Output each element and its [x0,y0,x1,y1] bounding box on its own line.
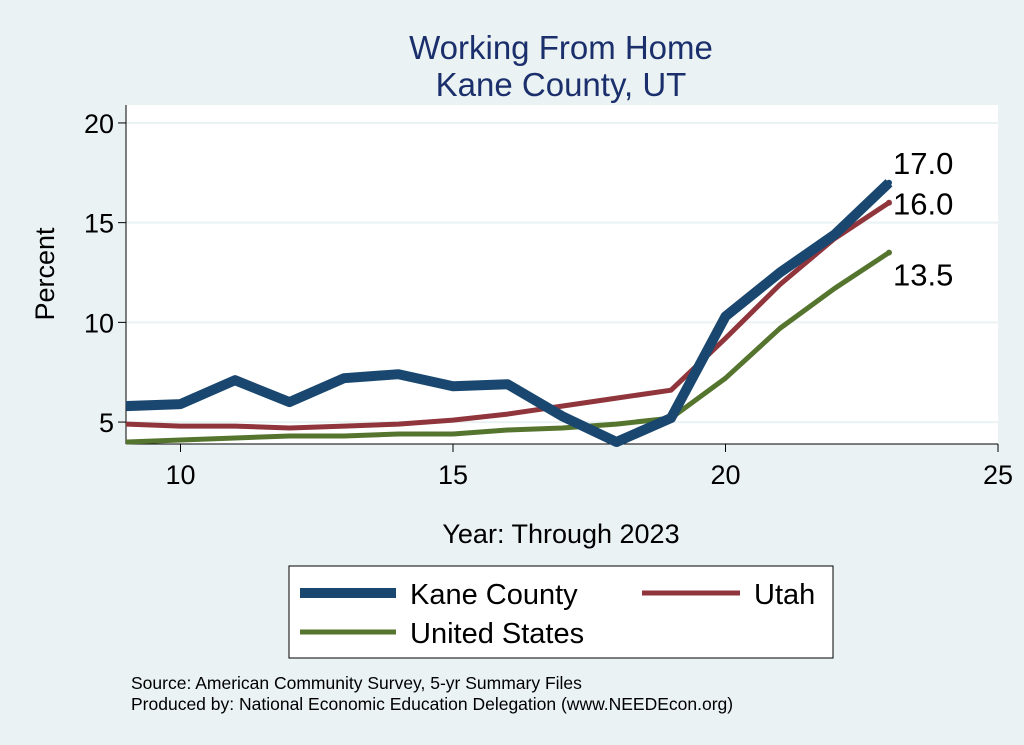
y-tick-label: 5 [99,408,114,438]
end-label-united-states: 13.5 [893,258,953,293]
end-point-utah [886,199,892,206]
y-axis-ticks: 5 10 15 20 [84,109,126,438]
y-tick-label: 10 [84,308,114,338]
y-axis-label: Percent [30,227,60,321]
x-tick-label: 25 [983,460,1013,490]
legend-label-united-states: United States [410,618,584,650]
series-lines [125,179,893,447]
x-axis-label: Year: Through 2023 [442,519,679,549]
series-line-kane-county [125,179,893,447]
end-labels: 17.0 16.0 13.5 [893,146,953,293]
x-tick-label: 10 [165,460,195,490]
y-tick-label: 15 [84,209,114,239]
end-point-kane-county [886,179,892,186]
chart-title-line-2: Kane County, UT [436,66,687,103]
legend-box [288,565,834,659]
x-tick-label: 20 [710,460,740,490]
legend-label-kane-county: Kane County [410,579,578,611]
x-axis-ticks: 10 15 20 25 [165,444,1013,490]
end-point-united-states [886,249,892,256]
x-tick-label: 15 [438,460,468,490]
source-note: Source: American Community Survey, 5-yr … [131,673,582,693]
series-line-united-states [125,250,891,445]
series-line-utah [125,200,891,431]
produced-by-note: Produced by: National Economic Education… [131,694,733,714]
end-label-kane-county: 17.0 [893,146,953,181]
y-tick-label: 20 [84,109,114,139]
chart-title-line-1: Working From Home [409,29,713,66]
legend-label-utah: Utah [754,579,815,611]
end-label-utah: 16.0 [893,187,953,222]
legend: Kane County Utah United States [288,565,834,659]
